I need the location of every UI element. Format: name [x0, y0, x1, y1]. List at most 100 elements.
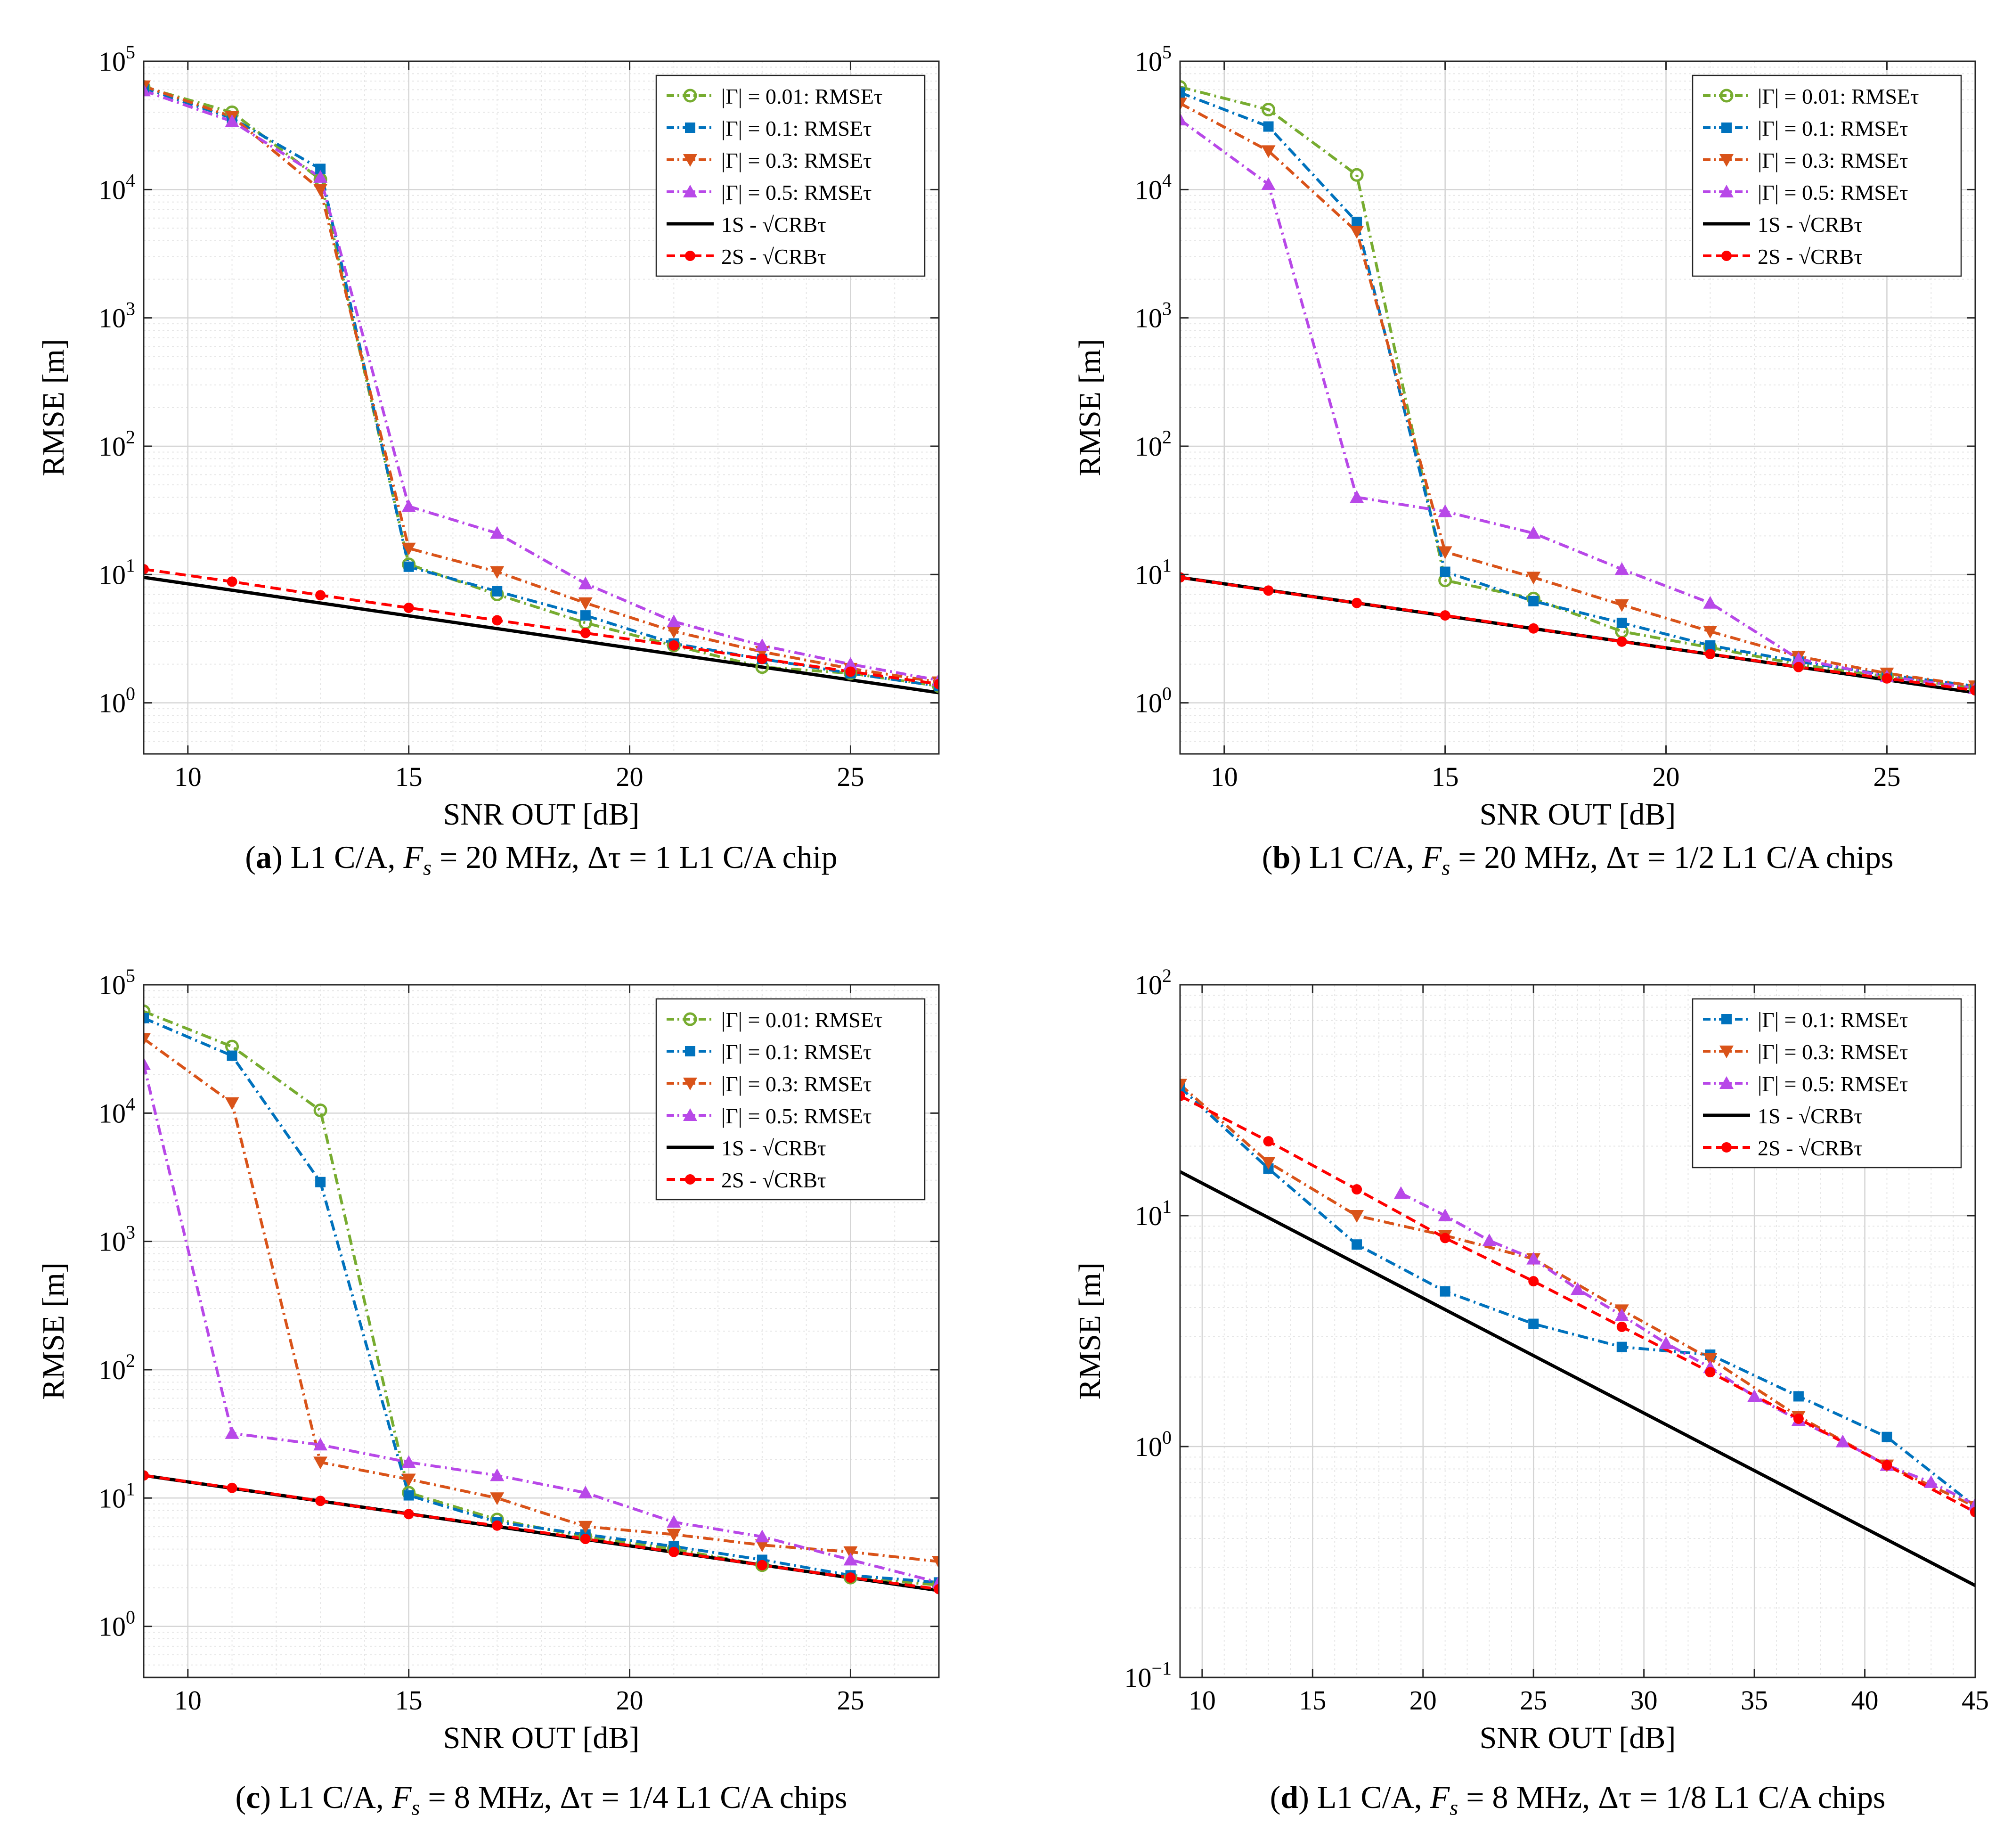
x-tick-label: 25	[1520, 1685, 1547, 1716]
legend-marker-2	[1719, 154, 1734, 167]
x-tick-label: 25	[1873, 761, 1900, 792]
series-line-2	[144, 1037, 939, 1563]
data-point	[578, 1486, 593, 1499]
series-group	[144, 1005, 939, 1595]
data-point	[1438, 1209, 1452, 1221]
axes-box	[1179, 60, 1976, 755]
legend-box	[655, 74, 926, 277]
data-point	[1180, 1090, 1185, 1101]
data-point	[1180, 98, 1187, 111]
legend-label-5: 2S - √CRBτ	[721, 1168, 826, 1192]
legend-label-4: 1S - √CRBτ	[1758, 213, 1863, 237]
data-point	[1440, 566, 1450, 577]
y-tick-label: 102	[1135, 426, 1172, 462]
data-point	[1180, 80, 1187, 94]
data-point	[144, 1033, 151, 1046]
x-tick-label: 15	[395, 1685, 423, 1716]
data-point	[932, 1578, 939, 1592]
data-point	[1440, 1286, 1450, 1297]
y-tick-label: 105	[98, 965, 135, 1000]
data-point	[1180, 113, 1187, 126]
legend-label-1: |Γ| = 0.3: RMSEτ	[1758, 1040, 1908, 1064]
data-point	[1571, 1282, 1585, 1295]
data-point	[1614, 1308, 1629, 1321]
data-point	[1614, 562, 1629, 575]
data-point	[1528, 623, 1539, 634]
data-point	[667, 1515, 681, 1528]
legend-marker-2	[683, 154, 697, 167]
y-tick-label: 105	[1135, 41, 1172, 77]
data-point	[1835, 1434, 1850, 1447]
data-point	[755, 1529, 769, 1543]
data-point	[578, 1521, 593, 1534]
legend-label-0: |Γ| = 0.01: RMSEτ	[721, 1008, 882, 1032]
panel-c: 10 15 20 25 100 101 102 103 104 105 SNR OUT [dB] RM…	[36, 965, 940, 1755]
data-point	[932, 1556, 939, 1569]
data-point	[1703, 596, 1718, 609]
data-point	[1791, 652, 1806, 665]
data-point	[1793, 1413, 1804, 1424]
series-line-2	[144, 84, 939, 684]
legend-label-2: |Γ| = 0.3: RMSEτ	[1758, 148, 1908, 172]
data-point	[1263, 1136, 1274, 1147]
legend-label-4: 1S - √CRBτ	[721, 1136, 826, 1160]
x-tick-label: 30	[1630, 1685, 1658, 1716]
legend: |Γ| = 0.1: RMSEτ |Γ| = 0.3: RMSEτ |Γ| = 0.…	[1692, 998, 1962, 1169]
x-tick-label: 10	[174, 1685, 202, 1716]
legend-marker-0	[1719, 89, 1734, 103]
data-point	[1261, 177, 1276, 190]
data-point	[1263, 121, 1274, 132]
series-line-4	[1180, 1095, 1975, 1513]
legend-label-3: |Γ| = 0.5: RMSEτ	[721, 1104, 872, 1128]
x-tick-label: 15	[1299, 1685, 1326, 1716]
y-tick-label: 101	[1135, 555, 1172, 590]
legend-label-5: 2S - √CRBτ	[1758, 245, 1863, 269]
data-point	[934, 1584, 939, 1595]
y-tick-label: 100	[98, 1607, 135, 1642]
panel-d: 10 15 20 25 30 35 40 45 10−1 100 101 102 SNR OUT [dB…	[1073, 965, 1989, 1755]
y-tick-label: 101	[98, 555, 135, 590]
data-point	[313, 184, 328, 197]
data-point	[1614, 599, 1629, 612]
series-line-2	[1400, 1192, 1975, 1506]
data-point	[315, 1496, 326, 1506]
series-line-5	[144, 568, 939, 686]
x-tick-label: 45	[1962, 1685, 1989, 1716]
data-point	[1350, 168, 1364, 182]
data-point	[313, 1438, 328, 1451]
legend-label-3: |Γ| = 0.5: RMSEτ	[1758, 180, 1908, 204]
x-tick-label: 10	[1189, 1685, 1216, 1716]
data-point	[490, 1468, 505, 1481]
legend-label-0: |Γ| = 0.1: RMSEτ	[1758, 1008, 1908, 1032]
data-point	[1882, 673, 1892, 684]
data-point	[1528, 1276, 1539, 1287]
legend-label-4: 1S - √CRBτ	[721, 213, 826, 237]
series-line-1	[144, 86, 939, 688]
series-line-5	[144, 1474, 939, 1591]
data-point	[144, 83, 151, 97]
legend-marker-0	[683, 89, 697, 103]
y-axis-label: RMSE [m]	[1073, 339, 1107, 476]
y-tick-label: 100	[98, 683, 135, 719]
data-point	[843, 1553, 858, 1566]
y-axis-label: RMSE [m]	[1073, 1262, 1107, 1400]
data-point	[1180, 1079, 1187, 1092]
legend-label-3: 1S - √CRBτ	[1758, 1104, 1863, 1128]
data-point	[144, 564, 149, 575]
legend-marker-3	[683, 1108, 697, 1121]
data-point	[1393, 1186, 1408, 1199]
data-point	[755, 638, 769, 651]
y-tick-label: 102	[1135, 965, 1172, 1000]
panel-b: 10 15 20 25 100 101 102 103 104 105 SNR OUT [dB] RM…	[1073, 41, 1976, 832]
data-point	[490, 526, 505, 539]
y-tick-label: 101	[98, 1478, 135, 1513]
data-point	[1350, 226, 1364, 239]
data-point	[313, 1456, 328, 1470]
data-point	[144, 1057, 151, 1070]
panel-a: 10 15 20 25 100 101 102 103 104 105 SNR OUT [dB] RM…	[36, 41, 940, 832]
data-point	[227, 1482, 237, 1493]
data-point	[580, 1534, 591, 1545]
data-point	[1440, 610, 1450, 621]
legend-marker-1	[685, 123, 695, 133]
data-point	[403, 1490, 414, 1501]
